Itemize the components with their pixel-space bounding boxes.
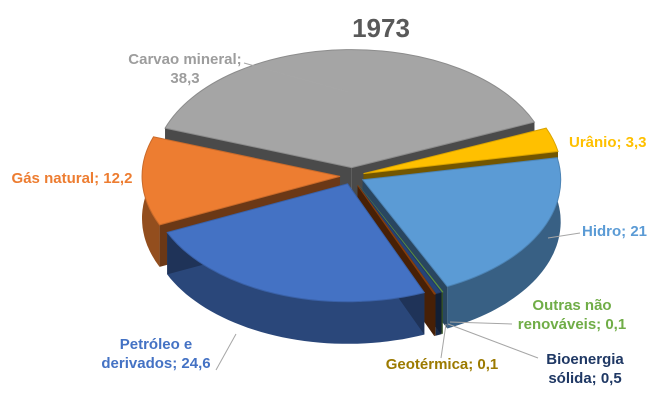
data-labels: Carvao mineral; 38,3 Urânio; 3,3 Hidro; 21 O… bbox=[12, 51, 647, 387]
slice-ur-nio bbox=[363, 127, 559, 175]
leader-line bbox=[449, 321, 513, 325]
data-label: Carvao mineral; 38,3 bbox=[128, 51, 241, 87]
leader-line bbox=[215, 333, 237, 371]
slice-petr-leo-e-derivados bbox=[166, 183, 426, 303]
slice-hidro bbox=[361, 157, 562, 288]
slice-g-s-natural bbox=[141, 136, 341, 226]
slice-side-6 bbox=[167, 232, 425, 344]
data-label: Gás natural; 12,2 bbox=[12, 170, 133, 187]
leader-line bbox=[440, 323, 447, 359]
leader-lines bbox=[215, 62, 581, 371]
slice-carvao-mineral bbox=[164, 49, 536, 169]
data-label: Bioenergia sólida; 0,5 bbox=[546, 351, 624, 387]
leader-line bbox=[243, 62, 349, 93]
data-label: Petróleo e derivados; 24,6 bbox=[101, 336, 210, 372]
leader-line bbox=[447, 323, 539, 359]
data-label: Hidro; 21 bbox=[582, 223, 647, 240]
chart-title: 1973 bbox=[352, 13, 410, 43]
slice-geot-rmica bbox=[357, 184, 437, 295]
data-label: Outras não renováveis; 0,1 bbox=[518, 297, 626, 333]
pie-slices bbox=[141, 49, 562, 303]
data-label: Urânio; 3,3 bbox=[569, 134, 647, 151]
leader-line bbox=[547, 232, 581, 239]
data-label: Geotérmica; 0,1 bbox=[386, 356, 499, 373]
slice-side-2 bbox=[447, 157, 561, 329]
